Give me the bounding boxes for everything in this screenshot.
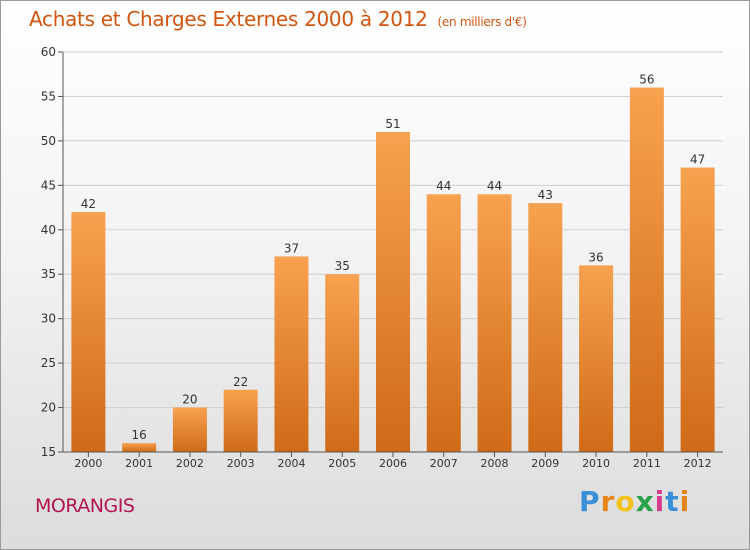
data-label-2002: 20 xyxy=(182,393,197,407)
data-label-2012: 47 xyxy=(690,153,705,167)
logo-letter: t xyxy=(665,485,680,518)
x-tick-label-2005: 2005 xyxy=(328,457,356,470)
data-label-2007: 44 xyxy=(436,179,451,193)
bar-2011 xyxy=(629,87,664,453)
y-tick-label: 25 xyxy=(41,356,56,370)
data-label-2001: 16 xyxy=(132,428,147,442)
x-tick-label-2012: 2012 xyxy=(684,457,712,470)
x-tick-label-2008: 2008 xyxy=(481,457,509,470)
logo-letter: x xyxy=(635,485,655,518)
data-label-2004: 37 xyxy=(284,241,299,255)
data-label-2005: 35 xyxy=(335,259,350,273)
bar-2001 xyxy=(122,443,157,452)
data-label-2011: 56 xyxy=(639,73,654,87)
y-tick-label: 20 xyxy=(41,401,56,415)
logo-letter: r xyxy=(600,485,616,518)
x-tick-label-2011: 2011 xyxy=(633,457,661,470)
y-tick-label: 15 xyxy=(41,445,56,459)
y-tick-label: 30 xyxy=(41,312,56,326)
proxiti-logo: Proxiti xyxy=(579,485,690,518)
logo-letter: i xyxy=(654,485,666,518)
logo-letter: o xyxy=(615,485,636,518)
data-label-2006: 51 xyxy=(385,117,400,131)
y-tick-label: 60 xyxy=(41,45,56,59)
axes xyxy=(58,51,723,457)
chart-title: Achats et Charges Externes 2000 à 2012 (e… xyxy=(29,7,527,31)
data-label-2009: 43 xyxy=(538,188,553,202)
x-tick-label-2000: 2000 xyxy=(74,457,102,470)
bars xyxy=(71,87,715,453)
y-tick-label: 55 xyxy=(41,89,56,103)
logo-letter: i xyxy=(679,485,691,518)
data-label-2003: 22 xyxy=(233,375,248,389)
data-label-2010: 36 xyxy=(588,250,603,264)
logo-letter: P xyxy=(579,485,601,518)
x-tick-label-2009: 2009 xyxy=(531,457,559,470)
x-tick-label-2010: 2010 xyxy=(582,457,610,470)
y-tick-label: 50 xyxy=(41,134,56,148)
x-tick-label-2001: 2001 xyxy=(125,457,153,470)
bar-2012 xyxy=(680,167,715,453)
x-tick-label-2006: 2006 xyxy=(379,457,407,470)
bar-2005 xyxy=(325,274,360,452)
bar-2003 xyxy=(223,389,258,452)
data-label-2008: 44 xyxy=(487,179,502,193)
x-tick-label-2004: 2004 xyxy=(277,457,305,470)
labels: 15 20 25 30 35 40 45 50 55 60 42 2000 16 2001 20 2002 22… xyxy=(41,45,712,470)
chart-title-text: Achats et Charges Externes 2000 à 2012 xyxy=(29,7,428,31)
y-tick-label: 40 xyxy=(41,223,56,237)
x-tick-label-2007: 2007 xyxy=(430,457,458,470)
bar-2009 xyxy=(528,203,563,452)
bar-2000 xyxy=(71,212,106,452)
x-tick-label-2002: 2002 xyxy=(176,457,204,470)
bar-2008 xyxy=(477,194,512,452)
x-tick-label-2003: 2003 xyxy=(227,457,255,470)
bar-2007 xyxy=(426,194,461,452)
data-label-2000: 42 xyxy=(81,197,96,211)
bar-2006 xyxy=(376,132,410,452)
y-tick-label: 35 xyxy=(41,267,56,281)
bar-2010 xyxy=(579,265,614,452)
unit-label: (en milliers d'€) xyxy=(437,15,527,29)
bar-2002 xyxy=(172,407,207,452)
y-tick-label: 45 xyxy=(41,178,56,192)
commune-name: MORANGIS xyxy=(35,495,135,517)
bar-2004 xyxy=(274,256,309,452)
